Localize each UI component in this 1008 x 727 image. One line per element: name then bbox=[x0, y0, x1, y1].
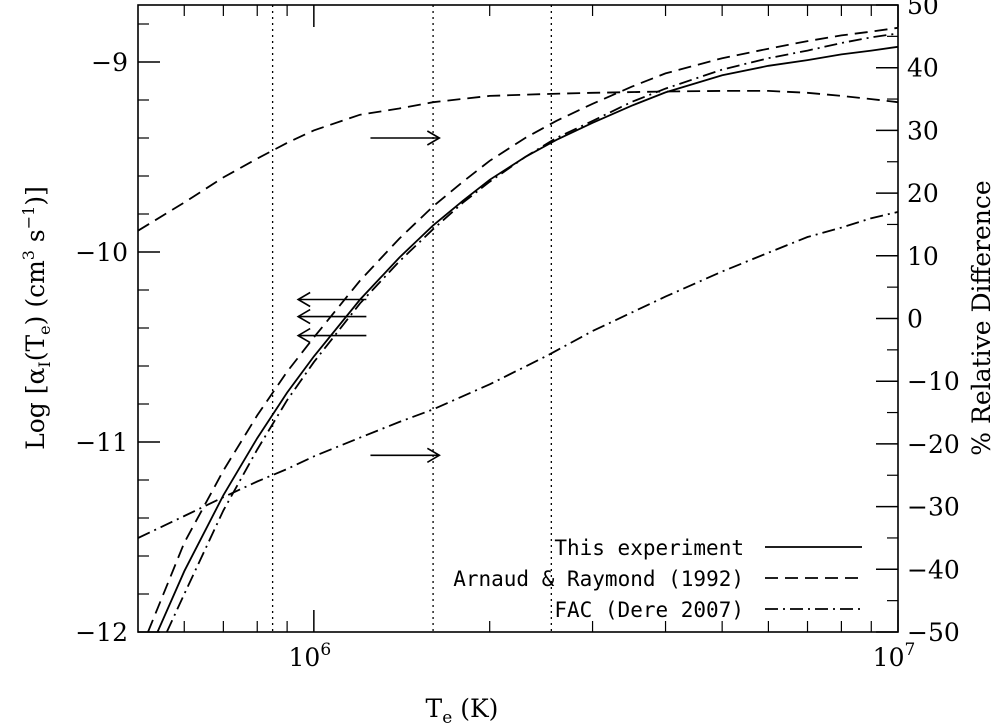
legend-label: Arnaud & Raymond (1992) bbox=[453, 567, 744, 591]
y-right-tick-label: 40 bbox=[907, 54, 939, 83]
arrow-head bbox=[426, 447, 441, 463]
y-axis-right-title: % Relative Difference bbox=[967, 180, 996, 455]
x-tick-label: 106 bbox=[289, 640, 332, 672]
vertical-reference-lines bbox=[271, 5, 552, 632]
plot-frame bbox=[137, 4, 899, 633]
y-right-tick-label: −10 bbox=[907, 367, 960, 396]
y-right-tick-label: −20 bbox=[907, 430, 960, 459]
arrow-head bbox=[296, 327, 311, 344]
series-line-1 bbox=[156, 45, 898, 632]
series-line-5 bbox=[138, 211, 898, 539]
y-right-tick-label: 10 bbox=[907, 242, 939, 271]
y-left-tick-label: −9 bbox=[91, 48, 128, 77]
arrow-head bbox=[426, 130, 441, 146]
y-right-tick-label: −40 bbox=[907, 555, 960, 584]
y-right-tick-label: −50 bbox=[907, 618, 960, 647]
y-right-tick-label: 30 bbox=[907, 116, 939, 145]
series-line-2 bbox=[147, 26, 898, 632]
x-axis-title: Te (K) bbox=[426, 694, 499, 727]
y-right-tick-label: −30 bbox=[907, 493, 960, 522]
y-left-tick-label: −12 bbox=[75, 618, 128, 647]
y-right-tick-label: 50 bbox=[907, 0, 939, 20]
x-tick-label: 107 bbox=[873, 640, 916, 672]
series-line-3 bbox=[165, 32, 898, 632]
series-group bbox=[138, 26, 898, 632]
legend-label: This experiment bbox=[554, 536, 744, 560]
y-right-tick-label: 20 bbox=[907, 179, 939, 208]
arrows-group bbox=[296, 130, 441, 463]
ticks-group: −12 −11 −10 −9 −50 −40 −30 −20 −10 0 10 20 30 40 50 106… bbox=[75, 0, 960, 672]
arrow-head bbox=[296, 308, 311, 325]
y-right-tick-label: 0 bbox=[907, 305, 923, 334]
y-left-tick-label: −11 bbox=[75, 428, 128, 457]
y-left-tick-label: −10 bbox=[75, 238, 128, 267]
series-line-4 bbox=[138, 90, 898, 232]
y-axis-left-title: Log [αI(Te) (cm3 s−1)] bbox=[19, 186, 54, 450]
arrow-head bbox=[296, 291, 311, 308]
legend: This experiment Arnaud & Raymond (1992) FA… bbox=[453, 536, 862, 622]
legend-label: FAC (Dere 2007) bbox=[554, 598, 744, 622]
